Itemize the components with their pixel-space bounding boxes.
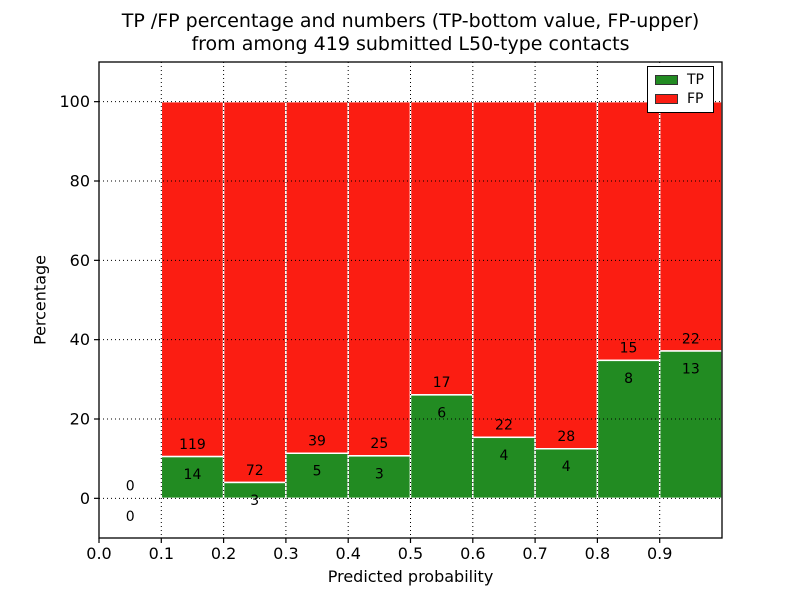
tp-bar	[534, 448, 599, 500]
legend-row-fp: FP	[655, 92, 706, 106]
tp-count-label: 6	[437, 405, 446, 421]
y-tick-label: 80	[70, 172, 90, 191]
x-tick-label: 0.7	[522, 544, 547, 563]
tp-count-label: 0	[126, 509, 135, 525]
fp-legend-swatch-icon	[655, 93, 678, 104]
y-tick-label: 0	[80, 489, 90, 508]
x-tick-label: 0.6	[460, 544, 485, 563]
fp-bar	[596, 100, 661, 362]
y-tick-label: 100	[59, 92, 90, 111]
y-tick-label: 20	[70, 410, 90, 429]
x-tick-label: 0.9	[647, 544, 672, 563]
x-tick-label: 0.5	[398, 544, 423, 563]
fp-count-label: 39	[308, 434, 326, 450]
tp-count-label: 5	[313, 464, 322, 480]
x-tick-label: 0.4	[335, 544, 360, 563]
fp-count-label: 28	[557, 429, 575, 445]
fp-count-label: 17	[433, 375, 451, 391]
fp-count-label: 72	[246, 463, 264, 479]
legend-label-tp: TP	[687, 72, 704, 89]
y-tick-label: 60	[70, 251, 90, 270]
chart-title-line1: TP /FP percentage and numbers (TP-bottom…	[121, 10, 700, 32]
tp-count-label: 14	[184, 467, 202, 483]
fp-count-label: 22	[495, 418, 513, 434]
fp-count-label: 119	[179, 437, 206, 453]
tp-bar	[409, 394, 474, 500]
tp-bar	[658, 350, 723, 500]
tp-count-label: 4	[562, 459, 571, 475]
tp-bar	[472, 436, 536, 500]
tp-count-label: 8	[624, 371, 633, 387]
fp-bar	[472, 100, 536, 439]
legend-row-tp: TP	[655, 73, 706, 87]
tp-count-label: 3	[375, 466, 384, 482]
tp-count-label: 13	[682, 361, 700, 377]
fp-count-label: 15	[620, 341, 638, 357]
tp-bar	[285, 452, 349, 500]
tp-count-label: 3	[250, 493, 259, 509]
fp-bar	[347, 100, 412, 457]
chart-title: TP /FP percentage and numbers (TP-bottom…	[99, 10, 722, 56]
fp-count-label: 25	[370, 436, 388, 452]
x-tick-label: 0.8	[585, 544, 610, 563]
fp-count-label: 22	[682, 331, 700, 347]
x-tick-label: 0.0	[86, 544, 111, 563]
fp-bar	[534, 100, 599, 450]
x-tick-label: 0.1	[149, 544, 174, 563]
tp-bar	[596, 359, 661, 500]
x-tick-label: 0.2	[211, 544, 236, 563]
fp-bar	[658, 100, 723, 352]
fp-bar	[409, 100, 474, 396]
x-tick-label: 0.3	[273, 544, 298, 563]
fp-bar	[222, 100, 287, 484]
chart-title-line2: from among 419 submitted L50-type contac…	[191, 33, 630, 55]
tp-count-label: 4	[499, 448, 508, 464]
legend-label-fp: FP	[687, 90, 704, 107]
tp-legend-swatch-icon	[655, 75, 678, 86]
y-tick-label: 40	[70, 330, 90, 349]
fp-bar	[285, 100, 349, 455]
legend: TP FP	[647, 66, 714, 113]
fp-count-label: 0	[126, 479, 135, 495]
x-axis-label: Predicted probability	[327, 567, 494, 586]
fp-bar	[160, 100, 225, 458]
